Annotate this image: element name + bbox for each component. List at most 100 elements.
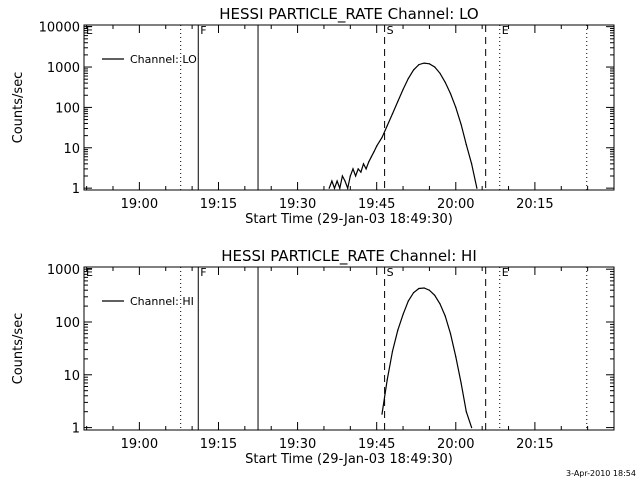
data-point <box>333 187 336 189</box>
data-point <box>386 125 388 127</box>
data-point <box>352 168 354 170</box>
x-tick-label: 19:45 <box>358 197 395 212</box>
data-point <box>397 329 399 331</box>
x-tick-label: 19:00 <box>121 437 158 452</box>
y-tick-label: 1 <box>72 422 80 437</box>
data-point <box>428 63 430 65</box>
data-point <box>471 427 473 429</box>
data-point <box>402 313 404 315</box>
x-axis-label: Start Time (29-Jan-03 18:49:30) <box>245 212 453 227</box>
marker-label: E <box>502 24 509 37</box>
series-line <box>328 62 478 191</box>
marker-label: E <box>86 266 93 279</box>
x-tick-label: 19:15 <box>200 197 237 212</box>
data-point <box>344 180 346 182</box>
data-point <box>357 168 359 170</box>
marker-label: E <box>86 24 93 37</box>
data-point <box>423 62 425 64</box>
x-tick-label: 20:15 <box>516 437 553 452</box>
data-point <box>434 294 436 296</box>
data-point <box>373 151 375 153</box>
data-point <box>465 411 467 413</box>
data-point <box>460 382 462 384</box>
plot-frame <box>83 24 615 191</box>
x-tick-label: 20:15 <box>516 197 553 212</box>
marker-label: F <box>200 24 206 37</box>
marker-label: S <box>387 266 394 279</box>
data-point <box>423 287 425 289</box>
data-point <box>381 413 383 415</box>
data-point <box>349 175 351 177</box>
y-tick-label: 1 <box>72 182 80 197</box>
x-tick-label: 19:00 <box>121 197 158 212</box>
y-tick-label: 1000 <box>47 61 80 76</box>
data-point <box>402 88 404 90</box>
data-point <box>391 350 394 352</box>
data-point <box>439 303 441 305</box>
data-point <box>413 292 415 294</box>
data-point <box>339 187 341 189</box>
data-point <box>465 144 467 146</box>
data-point <box>471 163 473 165</box>
data-point <box>449 333 452 335</box>
data-point <box>397 100 399 103</box>
data-point <box>460 123 462 125</box>
data-point <box>347 187 349 189</box>
chart-title: HESSI PARTICLE_RATE Channel: LO <box>219 5 478 24</box>
data-point <box>328 187 330 189</box>
data-point <box>413 69 415 71</box>
data-point <box>449 93 452 95</box>
data-point <box>381 136 383 139</box>
panel-lo: HESSI PARTICLE_RATE Channel: LO Start Tim… <box>11 5 615 227</box>
y-axis-label: Counts/sec <box>11 313 26 385</box>
data-point <box>368 161 370 163</box>
data-point <box>476 187 478 189</box>
x-tick-label: 19:30 <box>279 197 316 212</box>
data-point <box>355 175 357 177</box>
legend-entry: Channel: HI <box>130 295 194 308</box>
x-axis-label: Start Time (29-Jan-03 18:49:30) <box>245 452 453 467</box>
x-tick-label: 20:00 <box>437 197 474 212</box>
data-point <box>360 171 362 173</box>
y-tick-label: 10 <box>63 142 80 157</box>
x-tick-label: 20:00 <box>437 437 474 452</box>
marker-label: S <box>387 24 394 37</box>
data-point <box>407 300 409 302</box>
data-point <box>362 163 365 165</box>
data-point <box>341 175 343 177</box>
marker-label: F <box>200 266 206 279</box>
y-tick-label: 10 <box>63 369 80 384</box>
y-tick-label: 10000 <box>39 21 80 36</box>
footer-timestamp: 3-Apr-2010 18:54 <box>566 469 636 478</box>
data-point <box>444 81 446 83</box>
data-point <box>418 64 420 66</box>
y-tick-label: 100 <box>55 101 80 116</box>
x-tick-label: 19:15 <box>200 437 237 452</box>
y-tick-label: 100 <box>55 316 80 331</box>
data-point <box>428 289 430 291</box>
data-point <box>418 287 420 290</box>
x-tick-label: 19:30 <box>279 437 316 452</box>
data-point <box>336 180 338 182</box>
plot-frame <box>83 266 615 431</box>
data-point <box>391 113 394 115</box>
data-point <box>370 156 372 158</box>
data-point <box>439 72 441 74</box>
panel-hi: HESSI PARTICLE_RATE Channel: HI Start Tim… <box>11 247 615 467</box>
y-axis-label: Counts/sec <box>11 72 26 144</box>
data-point <box>444 315 446 317</box>
data-point <box>386 379 388 381</box>
data-point <box>365 168 367 170</box>
legend-entry: Channel: LO <box>130 53 197 66</box>
data-point <box>331 180 333 182</box>
data-point <box>434 66 436 68</box>
series-line <box>381 287 473 428</box>
data-point <box>455 356 457 358</box>
x-tick-label: 19:45 <box>358 437 395 452</box>
data-point <box>455 106 457 108</box>
chart-title: HESSI PARTICLE_RATE Channel: HI <box>221 247 477 266</box>
data-point <box>376 145 378 147</box>
y-tick-label: 1000 <box>47 263 80 278</box>
data-point <box>407 77 409 80</box>
